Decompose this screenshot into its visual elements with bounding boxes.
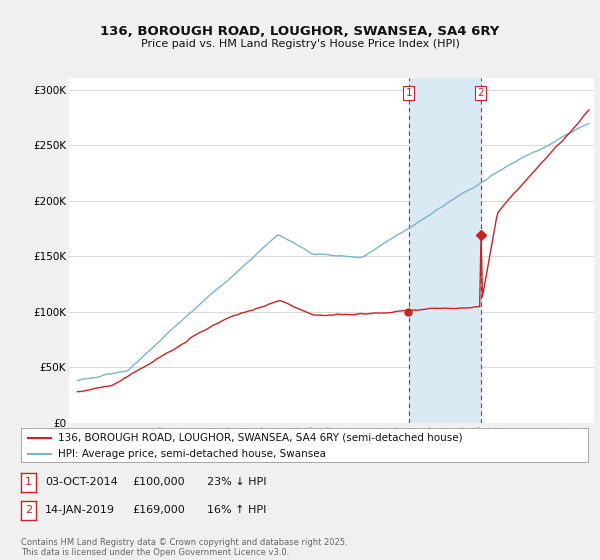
Text: £100,000: £100,000 bbox=[132, 478, 185, 487]
Text: 1: 1 bbox=[406, 88, 412, 98]
Text: Contains HM Land Registry data © Crown copyright and database right 2025.
This d: Contains HM Land Registry data © Crown c… bbox=[21, 538, 347, 557]
Text: 136, BOROUGH ROAD, LOUGHOR, SWANSEA, SA4 6RY: 136, BOROUGH ROAD, LOUGHOR, SWANSEA, SA4… bbox=[100, 25, 500, 38]
Text: 03-OCT-2014: 03-OCT-2014 bbox=[45, 478, 118, 487]
Text: 2: 2 bbox=[25, 506, 32, 515]
Text: HPI: Average price, semi-detached house, Swansea: HPI: Average price, semi-detached house,… bbox=[58, 449, 326, 459]
Text: 136, BOROUGH ROAD, LOUGHOR, SWANSEA, SA4 6RY (semi-detached house): 136, BOROUGH ROAD, LOUGHOR, SWANSEA, SA4… bbox=[58, 433, 463, 443]
Text: 2: 2 bbox=[478, 88, 484, 98]
Text: 1: 1 bbox=[25, 478, 32, 487]
Text: 14-JAN-2019: 14-JAN-2019 bbox=[45, 506, 115, 515]
Bar bbox=[409, 78, 481, 423]
Text: £169,000: £169,000 bbox=[132, 506, 185, 515]
Text: Price paid vs. HM Land Registry's House Price Index (HPI): Price paid vs. HM Land Registry's House … bbox=[140, 39, 460, 49]
Text: 23% ↓ HPI: 23% ↓ HPI bbox=[207, 478, 266, 487]
Text: 16% ↑ HPI: 16% ↑ HPI bbox=[207, 506, 266, 515]
